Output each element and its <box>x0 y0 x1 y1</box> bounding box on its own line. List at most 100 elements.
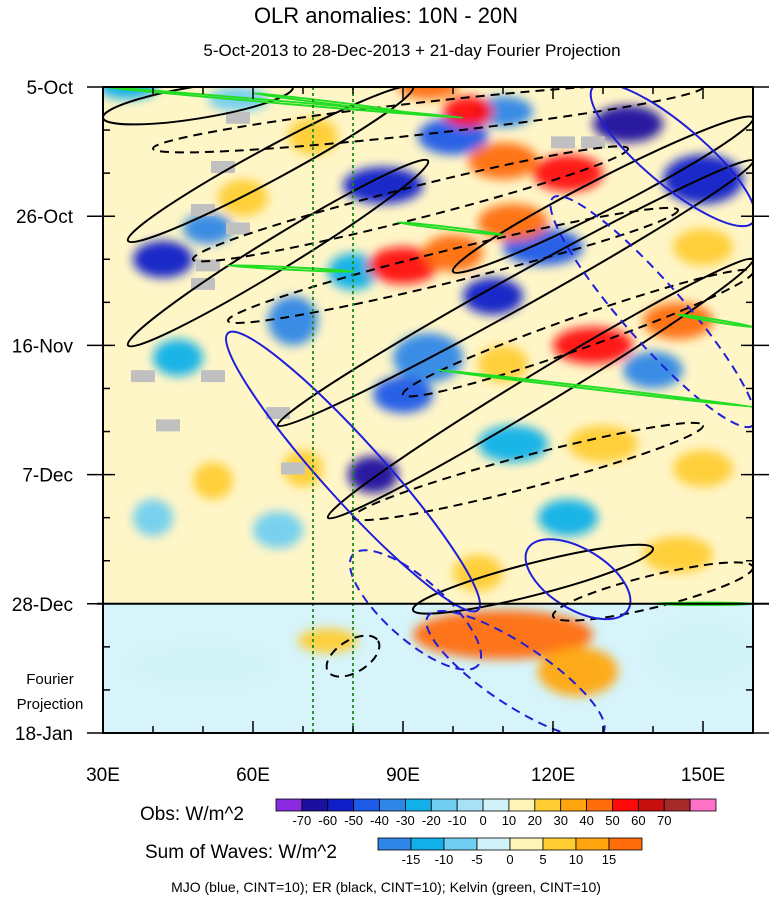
plot-frame <box>102 86 754 734</box>
anomaly-blob-33 <box>568 425 638 463</box>
missing-data-patch-12 <box>551 136 575 149</box>
anomaly-blob-3 <box>268 296 318 346</box>
missing-data-patch-2 <box>191 204 215 217</box>
waves-colorbar-label-5: 10 <box>569 852 583 867</box>
waves-colorbar-box-5 <box>542 837 577 851</box>
x-axis: 30E 60E 90E 120E 150E <box>86 87 754 786</box>
obs-colorbar-label-6: -10 <box>448 813 467 828</box>
x-tick-label-4: 150E <box>681 765 725 786</box>
obs-colorbar-box-7 <box>456 798 484 812</box>
anomaly-blob-13 <box>348 456 398 494</box>
waves-colorbar-box-4 <box>509 837 544 851</box>
y-axis: 5-Oct 26-Oct 16-Nov 7-Dec 28-Dec 18-Jan <box>12 78 769 745</box>
obs-colorbar-box-10 <box>534 798 562 812</box>
chart-title: OLR anomalies: 10N - 20N <box>254 3 518 28</box>
mjo-contour-19 <box>425 610 606 733</box>
waves-colorbar-label-4: 5 <box>539 852 546 867</box>
waves-colorbar-box-2 <box>443 837 478 851</box>
projection-blob-4 <box>653 622 753 684</box>
obs-colorbar-label-2: -50 <box>344 813 363 828</box>
waves-colorbar-label-1: -10 <box>435 852 454 867</box>
obs-colorbar-box-3 <box>353 798 380 812</box>
waves-colorbar-label-3: 0 <box>506 852 513 867</box>
anomaly-blob-31 <box>218 179 268 217</box>
kelvin-contour-23 <box>227 264 355 273</box>
obs-colorbar-box-1 <box>301 798 329 812</box>
obs-colorbar-box-8 <box>482 798 510 812</box>
er-contour-11 <box>351 421 705 522</box>
mjo-contour-17 <box>348 549 483 671</box>
obs-colorbar-label-3: -40 <box>370 813 389 828</box>
y-tick-label-0: 5-Oct <box>27 78 74 99</box>
anomaly-blob-37 <box>193 462 233 500</box>
kelvin-contour-24 <box>437 368 753 408</box>
waves-colorbar-box-1 <box>410 837 445 851</box>
obs-colorbar-box-2 <box>327 798 355 812</box>
missing-data-patch-6 <box>131 370 155 383</box>
anomaly-blob-26 <box>423 234 483 272</box>
anomaly-blob-21 <box>443 96 493 127</box>
obs-colorbar-box-14 <box>637 798 665 812</box>
projection-blob-1 <box>538 646 618 697</box>
anomaly-blob-15 <box>623 351 683 389</box>
projection-blob-0 <box>413 609 593 660</box>
anomaly-blob-4 <box>343 166 423 204</box>
y-tick-label-5: 18-Jan <box>15 724 73 745</box>
obs-colorbar-label-9: 20 <box>528 813 542 828</box>
anomaly-blob-23 <box>533 154 603 192</box>
mjo-contour-18 <box>549 195 753 429</box>
anomaly-blob-14 <box>478 425 548 463</box>
anomaly-blob-2 <box>153 339 203 377</box>
waves-colorbar-box-0 <box>377 837 412 851</box>
anomaly-blob-34 <box>673 449 733 487</box>
anomaly-blob-5 <box>418 117 488 155</box>
obs-colorbar-box-11 <box>560 798 587 812</box>
obs-colorbar-label-5: -20 <box>422 813 441 828</box>
waves-colorbar-box-7 <box>608 837 643 851</box>
obs-colorbar-box-4 <box>379 798 406 812</box>
anomaly-blob-32 <box>478 345 528 383</box>
obs-colorbar-box-13 <box>612 798 639 812</box>
wave-contours <box>103 87 753 733</box>
anomaly-blob-22 <box>468 142 538 180</box>
waves-colorbar-label-0: -15 <box>402 852 421 867</box>
projection-label-line2: Projection <box>17 696 84 713</box>
x-tick-label-0: 30E <box>86 765 120 786</box>
chart-subtitle: 5-Oct-2013 to 28-Dec-2013 + 21-day Fouri… <box>203 41 620 60</box>
er-contour-9 <box>226 206 680 324</box>
y-tick-label-1: 26-Oct <box>16 207 74 228</box>
anomaly-blob-8 <box>663 154 743 204</box>
missing-data-patch-0 <box>226 111 250 124</box>
er-contour-13 <box>325 634 381 678</box>
obs-colorbar-label-4: -30 <box>396 813 415 828</box>
kelvin-contour-25 <box>677 313 753 329</box>
missing-data-patch-4 <box>196 259 220 272</box>
waves-colorbar-box-3 <box>476 837 511 851</box>
obs-colorbar-label-12: 50 <box>605 813 619 828</box>
obs-colorbar-label-0: -70 <box>292 813 311 828</box>
obs-colorbar-label-8: 10 <box>502 813 516 828</box>
obs-colorbar-box-15 <box>663 798 691 812</box>
obs-colorbar-label-1: -60 <box>318 813 337 828</box>
anomaly-blob-25 <box>368 246 438 284</box>
projection-blob-3 <box>133 646 273 684</box>
obs-colorbar-box-0 <box>275 798 303 812</box>
missing-data-patch-7 <box>201 370 225 383</box>
missing-data-patch-9 <box>266 407 290 420</box>
waves-colorbar-box-6 <box>575 837 610 851</box>
anomaly-blob-39 <box>133 499 173 537</box>
obs-colorbar-box-6 <box>430 798 458 812</box>
x-tick-label-2: 90E <box>386 765 420 786</box>
anomaly-blob-27 <box>553 326 633 364</box>
obs-colorbar-label-13: 60 <box>631 813 645 828</box>
er-contour-8 <box>191 145 630 263</box>
obs-colorbar-box-5 <box>405 798 432 812</box>
obs-legend-label: Obs: W/m^2 <box>140 804 244 825</box>
missing-data-patch-10 <box>281 462 305 475</box>
obs-colorbar-label-10: 30 <box>553 813 567 828</box>
obs-colorbar: -70 -60 -50 -40 -30 -20 -10 0 10 20 30 40 50 60 70 <box>275 798 717 828</box>
obs-colorbar-label-11: 40 <box>579 813 593 828</box>
er-contour-0 <box>103 87 295 126</box>
anomaly-blob-10 <box>463 277 523 315</box>
contour-footnote: MJO (blue, CINT=10); ER (black, CINT=10)… <box>171 879 601 895</box>
